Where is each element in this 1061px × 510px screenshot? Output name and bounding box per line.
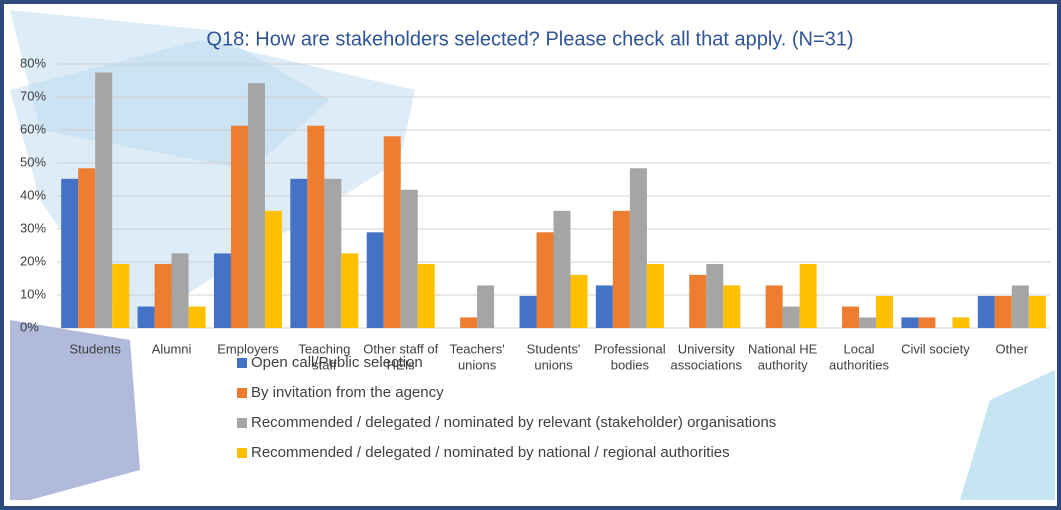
bar [553,210,571,328]
bar [536,232,554,328]
bar [154,263,172,328]
x-tick-label: unions [534,357,573,372]
x-tick-label: Civil society [901,341,970,356]
x-tick-label: Professional [594,341,666,356]
x-tick-label: Teachers' [449,341,504,356]
x-tick-label: Students [70,341,122,356]
y-tick-label: 30% [20,220,46,235]
bar [188,306,206,328]
bar [78,168,96,328]
bar [112,263,130,328]
bar [61,178,79,328]
bar [400,189,418,328]
bar [842,306,860,328]
bar [1011,285,1029,328]
bar [689,274,707,328]
bar [570,274,588,328]
bar [417,263,435,328]
legend-swatch [237,358,247,368]
legend-swatch [237,418,247,428]
y-tick-label: 10% [20,286,46,301]
y-tick-label: 80% [20,55,46,70]
bar [95,72,113,328]
bar [901,317,919,328]
bar [383,136,401,328]
bar [341,253,359,328]
bar [137,306,155,328]
y-tick-label: 40% [20,187,46,202]
x-tick-label: Teaching [298,341,350,356]
bar [782,306,800,328]
bar [799,263,817,328]
bar [477,285,495,328]
chart-title: Q18: How are stakeholders selected? Plea… [206,28,853,50]
y-tick-label: 50% [20,154,46,169]
bar [706,263,724,328]
x-tick-label: authority [758,357,808,372]
bar [264,210,282,328]
bar [876,295,894,328]
x-tick-label: Employers [217,341,279,356]
bar [324,178,342,328]
decoration [960,370,1055,500]
x-tick-label: unions [458,357,497,372]
bar [460,317,478,328]
y-tick-label: 20% [20,253,46,268]
bar [247,83,265,328]
bar [230,125,248,329]
bar [366,232,384,328]
legend-swatch [237,388,247,398]
bar [171,253,189,328]
decoration [10,320,140,500]
bar [290,178,308,328]
x-tick-label: Other staff of [363,341,438,356]
x-tick-label: staff [312,357,337,372]
bar [595,285,613,328]
bar [519,295,537,328]
bar [952,317,970,328]
x-tick-label: National HE [748,341,818,356]
x-tick-label: Students' [527,341,581,356]
bar [918,317,936,328]
x-tick-label: associations [670,357,742,372]
legend-swatch [237,448,247,458]
x-tick-label: University [678,341,736,356]
y-tick-label: 70% [20,88,46,103]
bar [1028,295,1046,328]
x-tick-label: HEIs [387,357,416,372]
legend-label: Recommended / delegated / nominated by n… [251,444,730,461]
legend-label: By invitation from the agency [251,384,444,401]
bar [646,263,664,328]
legend-label: Open call/Public selection [251,354,423,371]
bar [307,125,325,329]
bar [723,285,741,328]
x-tick-label: Alumni [152,341,192,356]
bar [612,210,630,328]
bar [213,253,231,328]
bar [977,295,995,328]
bar [765,285,783,328]
x-tick-label: bodies [611,357,650,372]
y-tick-label: 0% [20,319,39,334]
y-tick-label: 60% [20,121,46,136]
bar [859,317,877,328]
x-tick-label: Other [996,341,1029,356]
x-tick-label: authorities [829,357,889,372]
legend-label: Recommended / delegated / nominated by r… [251,414,776,431]
x-tick-label: Local [843,341,874,356]
bar [994,295,1012,328]
bar [629,168,647,328]
